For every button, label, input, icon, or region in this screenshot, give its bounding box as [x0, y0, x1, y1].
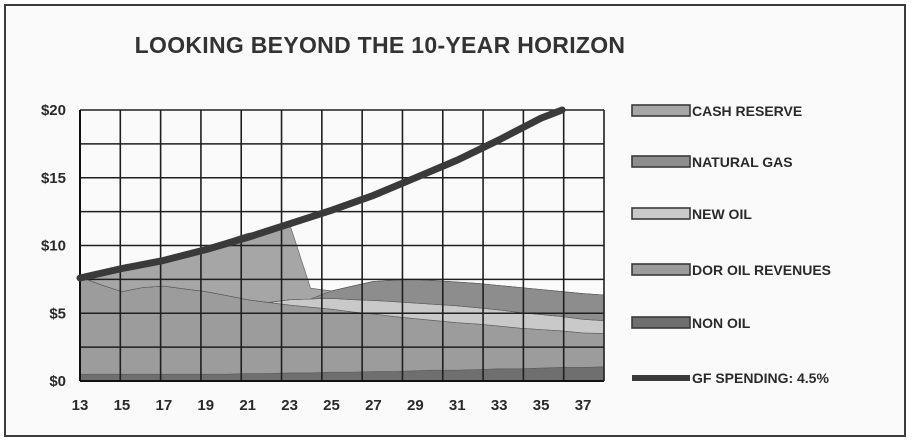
- area-layer: [78, 223, 605, 382]
- x-tick-label: 37: [575, 397, 592, 414]
- legend-label-new-oil: NEW OIL: [692, 206, 752, 222]
- x-tick-label: 17: [155, 397, 172, 414]
- grid-layer: [79, 109, 605, 382]
- x-tick-label: 15: [114, 397, 131, 414]
- legend-label-non-oil: NON OIL: [692, 315, 751, 331]
- y-tick-label: $5: [49, 305, 66, 322]
- chart-title: LOOKING BEYOND THE 10-YEAR HORIZON: [134, 32, 626, 58]
- x-tick-label: 33: [491, 397, 508, 414]
- line-layer: [76, 106, 566, 282]
- legend: CASH RESERVE NATURAL GAS NEW OIL DOR OIL RE…: [631, 103, 831, 386]
- legend-label-dor-oil-revenues: DOR OIL REVENUES: [692, 262, 831, 278]
- x-tick-label: 35: [533, 397, 550, 414]
- legend-label-gf-spending-4-5: GF SPENDING: 4.5%: [692, 370, 829, 386]
- legend-swatch-natural-gas: [631, 155, 691, 168]
- legend-swatch-new-oil: [631, 207, 691, 220]
- x-tick-label: 21: [239, 397, 256, 414]
- legend-swatch-dor-oil-revenues: [631, 263, 691, 276]
- legend-label-natural-gas: NATURAL GAS: [692, 154, 793, 170]
- legend-swatch-cash-reserve: [631, 104, 691, 117]
- x-tick-label: 25: [323, 397, 340, 414]
- x-tick-label: 31: [449, 397, 466, 414]
- legend-swatch-non-oil: [631, 316, 691, 329]
- axis-layer: $0 $5 $10 $15 $20 13 15 17 19 21 23 25 27 29 31 33 35 37: [41, 102, 591, 414]
- y-tick-label: $0: [49, 373, 66, 390]
- y-tick-label: $15: [41, 170, 66, 187]
- x-tick-label: 13: [72, 397, 89, 414]
- line-gf-spending-4-5: [76, 106, 566, 282]
- x-tick-label: 27: [365, 397, 382, 414]
- x-tick-label: 23: [281, 397, 298, 414]
- legend-label-cash-reserve: CASH RESERVE: [692, 103, 802, 119]
- x-tick-label: 19: [197, 397, 214, 414]
- y-tick-label: $10: [41, 238, 66, 255]
- y-tick-label: $20: [41, 102, 66, 119]
- x-tick-label: 29: [407, 397, 424, 414]
